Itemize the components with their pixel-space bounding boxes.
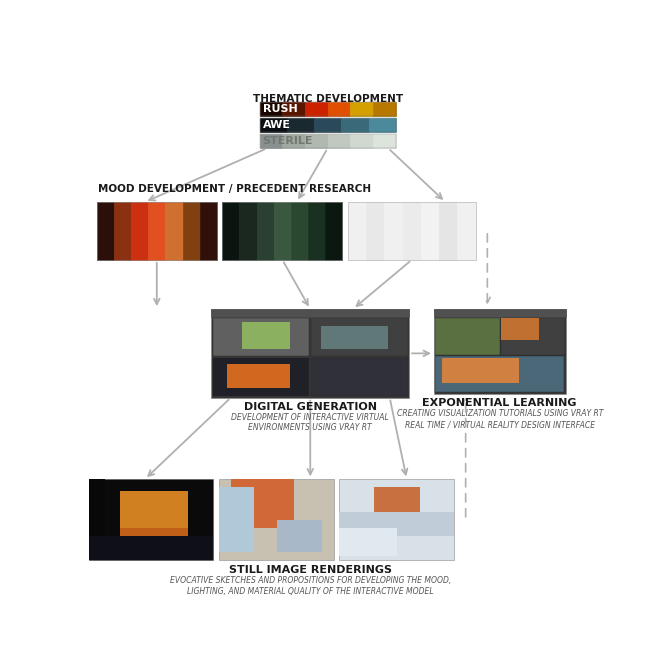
Bar bbox=[89, 536, 213, 560]
Text: DIGITAL GENERATION: DIGITAL GENERATION bbox=[244, 402, 377, 412]
Text: MOOD DEVELOPMENT / PRECEDENT RESEARCH: MOOD DEVELOPMENT / PRECEDENT RESEARCH bbox=[98, 184, 371, 194]
Bar bbox=[402, 202, 421, 260]
Bar bbox=[291, 202, 308, 260]
Bar bbox=[120, 528, 188, 548]
Bar bbox=[339, 479, 454, 560]
Bar bbox=[305, 134, 328, 148]
Bar bbox=[274, 202, 291, 260]
Bar bbox=[439, 202, 458, 260]
Text: EVOCATIVE SKETCHES AND PROPOSITIONS FOR DEVELOPING THE MOOD,
LIGHTING, AND MATER: EVOCATIVE SKETCHES AND PROPOSITIONS FOR … bbox=[170, 576, 451, 596]
Bar bbox=[421, 202, 439, 260]
Bar bbox=[339, 512, 454, 536]
Bar bbox=[120, 491, 188, 528]
Bar bbox=[369, 118, 396, 132]
Bar bbox=[366, 202, 384, 260]
Bar bbox=[374, 487, 420, 528]
Bar bbox=[219, 479, 334, 560]
Bar bbox=[200, 202, 217, 260]
Bar bbox=[287, 118, 314, 132]
Bar bbox=[384, 202, 402, 260]
Bar bbox=[213, 358, 309, 396]
Text: STILL IMAGE RENDERINGS: STILL IMAGE RENDERINGS bbox=[229, 565, 392, 575]
Bar bbox=[239, 202, 257, 260]
Bar bbox=[325, 202, 343, 260]
Bar bbox=[348, 202, 476, 260]
Bar bbox=[311, 358, 408, 396]
Bar bbox=[231, 479, 294, 528]
Bar bbox=[222, 202, 343, 260]
Bar bbox=[308, 202, 325, 260]
Bar bbox=[373, 102, 396, 116]
Bar bbox=[165, 202, 183, 260]
Bar bbox=[328, 102, 350, 116]
Bar bbox=[434, 309, 566, 394]
Bar bbox=[441, 358, 519, 383]
Bar bbox=[227, 364, 290, 389]
Text: AWE: AWE bbox=[263, 120, 291, 130]
Bar bbox=[89, 479, 105, 560]
Bar bbox=[211, 309, 409, 317]
Bar bbox=[114, 202, 131, 260]
Bar bbox=[131, 202, 148, 260]
Text: DEVELOPMENT OF INTERACTIVE VIRTUAL
ENVIRONMENTS USING VRAY RT: DEVELOPMENT OF INTERACTIVE VIRTUAL ENVIR… bbox=[231, 413, 389, 432]
Bar bbox=[276, 520, 322, 552]
Bar bbox=[259, 102, 396, 116]
Bar bbox=[436, 356, 564, 392]
Bar bbox=[350, 134, 373, 148]
Text: STERILE: STERILE bbox=[263, 136, 313, 146]
Bar bbox=[305, 102, 328, 116]
Bar bbox=[259, 134, 282, 148]
Bar bbox=[311, 318, 408, 356]
Bar bbox=[222, 202, 239, 260]
Bar bbox=[282, 134, 305, 148]
Bar bbox=[242, 322, 290, 349]
Bar bbox=[436, 318, 500, 354]
Bar bbox=[259, 102, 282, 116]
Bar bbox=[350, 102, 373, 116]
Bar bbox=[259, 118, 396, 132]
Bar bbox=[339, 528, 396, 556]
Bar bbox=[328, 134, 350, 148]
Text: RUSH: RUSH bbox=[263, 104, 297, 114]
Bar bbox=[259, 134, 396, 148]
Bar bbox=[97, 202, 114, 260]
Bar bbox=[219, 487, 254, 552]
Text: EXPONENTIAL LEARNING: EXPONENTIAL LEARNING bbox=[422, 399, 577, 409]
Bar bbox=[348, 202, 366, 260]
Bar bbox=[97, 202, 217, 260]
Bar bbox=[213, 318, 309, 356]
Bar bbox=[89, 479, 213, 560]
Bar bbox=[282, 102, 305, 116]
Text: THEMATIC DEVELOPMENT: THEMATIC DEVELOPMENT bbox=[253, 94, 403, 105]
Bar bbox=[211, 309, 409, 397]
Bar bbox=[259, 118, 287, 132]
Bar bbox=[434, 309, 566, 317]
Bar bbox=[373, 134, 396, 148]
Bar bbox=[458, 202, 476, 260]
Bar bbox=[500, 318, 539, 340]
Bar bbox=[320, 326, 388, 349]
Bar bbox=[257, 202, 274, 260]
Bar bbox=[148, 202, 165, 260]
Bar bbox=[341, 118, 369, 132]
Text: CREATING VISUALIZATION TUTORIALS USING VRAY RT
REAL TIME / VIRTUAL REALITY DESIG: CREATING VISUALIZATION TUTORIALS USING V… bbox=[396, 409, 603, 430]
Bar bbox=[183, 202, 200, 260]
Bar bbox=[314, 118, 341, 132]
Bar bbox=[500, 318, 565, 354]
